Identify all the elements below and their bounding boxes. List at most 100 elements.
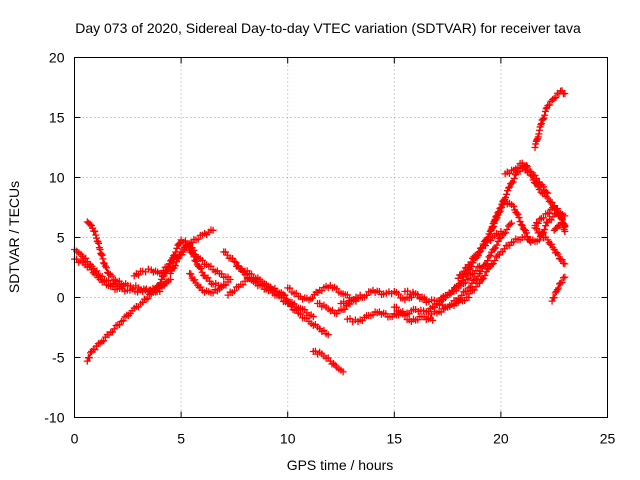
data-point xyxy=(545,101,553,109)
data-marks xyxy=(71,87,569,376)
data-point xyxy=(230,287,238,295)
data-point xyxy=(496,234,504,242)
data-point xyxy=(330,360,338,368)
data-point xyxy=(166,276,174,283)
x-tick-label: 5 xyxy=(177,431,185,447)
data-point xyxy=(482,242,490,250)
data-point xyxy=(185,243,193,251)
data-point xyxy=(548,240,556,248)
data-point xyxy=(535,236,543,244)
data-point xyxy=(152,286,160,294)
x-tick-label: 25 xyxy=(600,431,616,447)
data-point xyxy=(510,174,518,182)
data-point xyxy=(197,283,205,291)
y-tick-label: -5 xyxy=(52,350,65,366)
data-point xyxy=(98,338,106,346)
data-point xyxy=(514,163,522,171)
data-point xyxy=(85,354,93,362)
data-point xyxy=(545,209,553,217)
series-arc-26 xyxy=(531,87,569,151)
data-point xyxy=(561,273,569,281)
data-point xyxy=(540,214,548,222)
data-point xyxy=(504,184,512,192)
data-point xyxy=(509,178,517,186)
data-point xyxy=(108,272,116,280)
data-point xyxy=(407,293,415,301)
data-point xyxy=(541,111,549,119)
data-point xyxy=(527,171,535,179)
data-point xyxy=(286,284,294,292)
data-point xyxy=(102,264,110,272)
data-point xyxy=(190,253,198,261)
data-point xyxy=(172,248,180,256)
data-point xyxy=(558,256,566,264)
data-point xyxy=(533,225,541,233)
data-point xyxy=(363,291,371,299)
data-point xyxy=(198,256,206,264)
data-point xyxy=(476,279,484,287)
data-point xyxy=(198,268,206,276)
data-point xyxy=(173,244,181,252)
data-point xyxy=(95,239,103,247)
data-point xyxy=(486,230,494,238)
data-point xyxy=(533,219,541,227)
data-point xyxy=(531,224,539,232)
x-tick-label: 0 xyxy=(71,431,79,447)
y-tick-label: 0 xyxy=(57,290,65,306)
data-point xyxy=(541,226,549,234)
x-axis-label: GPS time / hours xyxy=(287,457,394,473)
data-point xyxy=(189,250,197,258)
data-point xyxy=(160,272,168,280)
data-point xyxy=(508,219,516,227)
data-point xyxy=(481,271,489,279)
data-point xyxy=(93,234,101,242)
data-point xyxy=(520,162,528,170)
data-point xyxy=(341,305,349,313)
data-point xyxy=(472,267,480,275)
data-point xyxy=(561,90,569,97)
data-point xyxy=(553,249,561,257)
axis-ticks xyxy=(74,57,608,418)
y-axis-label: SDTVAR / TECUs xyxy=(6,181,22,293)
data-point xyxy=(484,257,492,265)
grid-lines xyxy=(74,57,608,418)
series-arc-4 xyxy=(83,276,174,365)
data-point xyxy=(197,264,205,272)
data-point xyxy=(506,220,514,228)
data-point xyxy=(116,321,124,329)
y-tick-label: 10 xyxy=(49,170,65,186)
data-point xyxy=(93,267,101,275)
series-arc-19 xyxy=(422,219,516,318)
data-point xyxy=(100,337,108,345)
data-point xyxy=(98,251,106,259)
data-point xyxy=(552,205,560,213)
data-point xyxy=(98,251,106,259)
data-point xyxy=(117,318,125,325)
data-point xyxy=(459,270,467,278)
data-point xyxy=(192,258,200,265)
data-point xyxy=(191,276,199,284)
data-point xyxy=(517,220,525,228)
data-point xyxy=(239,281,247,289)
x-tick-label: 15 xyxy=(387,431,403,447)
x-tick-label: 20 xyxy=(493,431,509,447)
data-point xyxy=(486,252,494,259)
chart-title: Day 073 of 2020, Sidereal Day-to-day VTE… xyxy=(75,20,581,36)
data-point xyxy=(91,346,99,354)
x-tick-label: 10 xyxy=(280,431,296,447)
data-point xyxy=(309,313,317,321)
data-point xyxy=(510,202,518,210)
data-point xyxy=(522,229,530,237)
data-point xyxy=(542,105,550,113)
series-arc-29 xyxy=(548,273,569,305)
data-point xyxy=(230,258,238,265)
data-point xyxy=(488,261,496,269)
data-point xyxy=(209,226,217,234)
data-point xyxy=(91,227,99,235)
data-point xyxy=(492,213,500,221)
data-point xyxy=(448,300,456,308)
data-point xyxy=(495,209,503,217)
data-point xyxy=(174,255,182,263)
data-point xyxy=(542,222,550,230)
